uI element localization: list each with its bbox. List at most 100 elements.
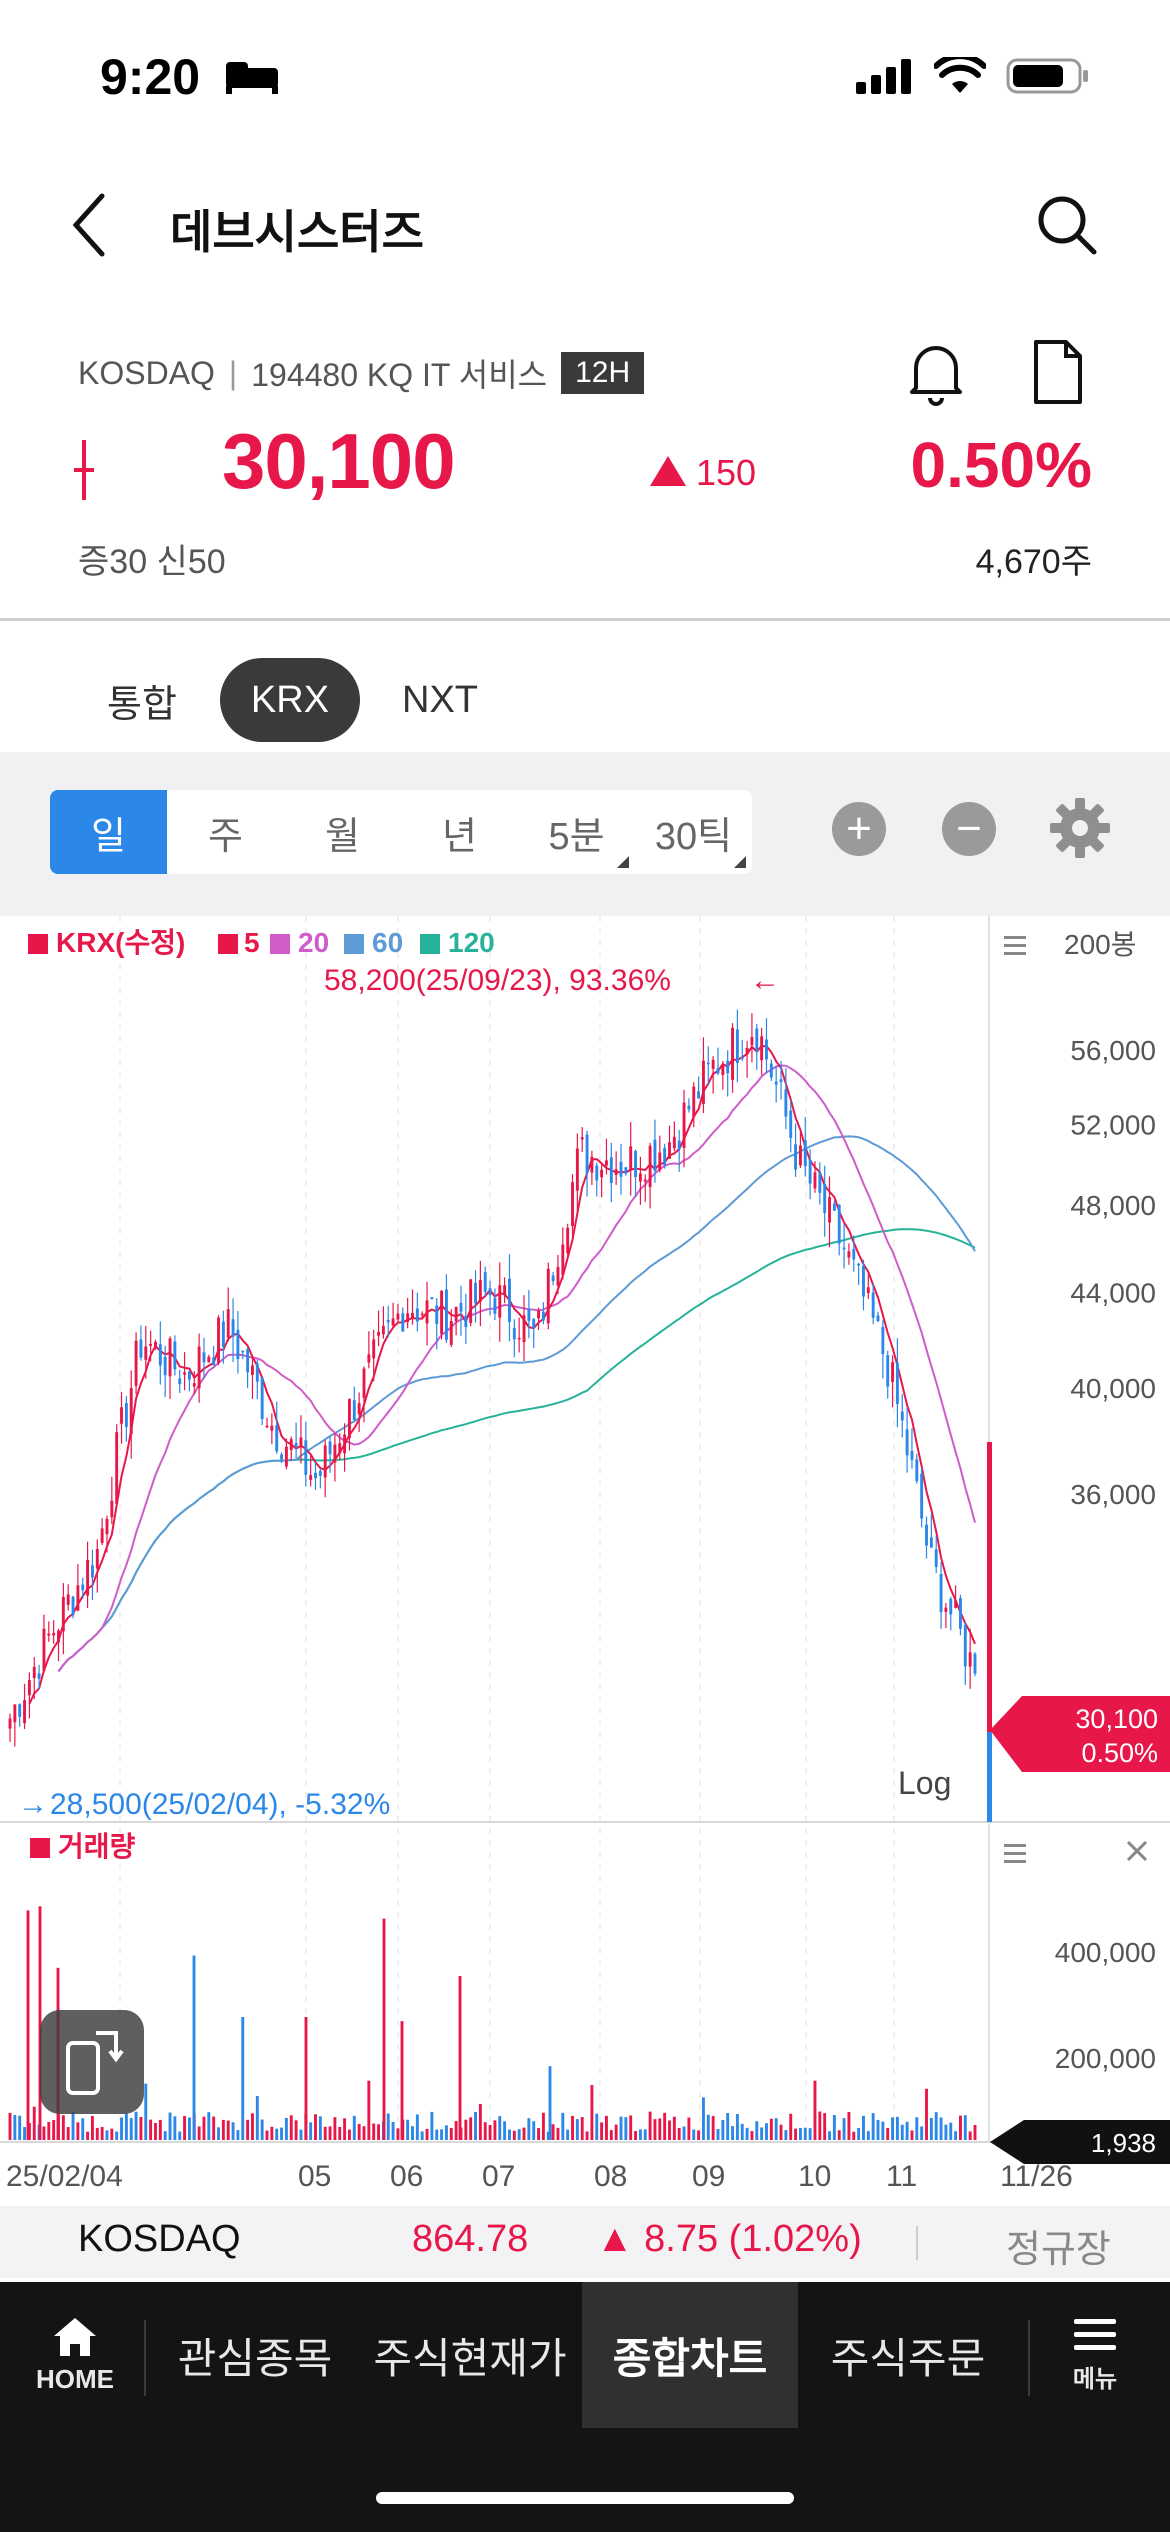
- candle-body: [828, 1197, 831, 1223]
- candle-body: [716, 1068, 720, 1074]
- low-annotation: 28,500(25/02/04), -5.32%: [50, 1788, 390, 1821]
- period-yearly[interactable]: 년: [401, 790, 518, 874]
- candle-body: [47, 1633, 51, 1636]
- nav-stock-order[interactable]: 주식주문: [830, 2334, 986, 2382]
- volume-bar: [769, 2118, 773, 2140]
- close-icon[interactable]: [1126, 1840, 1148, 1862]
- period-weekly[interactable]: 주: [167, 790, 284, 874]
- candle-body: [377, 1332, 380, 1336]
- back-button[interactable]: [60, 190, 120, 260]
- candle-body: [420, 1313, 424, 1316]
- volume-bar: [207, 2112, 211, 2140]
- candle-body: [425, 1300, 429, 1324]
- volume-bar: [226, 2120, 230, 2140]
- candle-body: [798, 1145, 802, 1166]
- volume-bar: [323, 2126, 327, 2140]
- candle-body: [459, 1302, 463, 1312]
- volume-bar: [876, 2119, 880, 2140]
- nav-watchlist[interactable]: 관심종목: [177, 2334, 333, 2382]
- period-label: 30틱: [654, 815, 733, 858]
- volume-bar: [915, 2117, 919, 2140]
- volume-bar: [905, 2121, 909, 2140]
- volume-bar: [400, 2021, 404, 2140]
- period-selector: 일 주 월 년 5분 30틱: [50, 790, 752, 874]
- candle-body: [100, 1528, 104, 1543]
- volume-bar: [508, 2129, 511, 2140]
- candle-body: [318, 1470, 322, 1476]
- tab-integrated[interactable]: 통합: [107, 683, 177, 726]
- search-button[interactable]: [1034, 192, 1100, 258]
- candle-body: [575, 1148, 579, 1191]
- volume-bar: [411, 2126, 414, 2140]
- candle-body: [255, 1363, 259, 1382]
- candle-body: [508, 1278, 511, 1322]
- legend-swatch-ma5: [218, 934, 238, 954]
- candle-body: [643, 1179, 647, 1182]
- candle-body: [803, 1140, 807, 1167]
- volume-bar: [265, 2130, 269, 2140]
- nav-composite-chart[interactable]: 종합차트: [582, 2282, 798, 2428]
- bar-count-label[interactable]: 200봉: [1064, 929, 1136, 960]
- y-tick: 36,000: [1070, 1479, 1156, 1510]
- volume-bar: [624, 2117, 628, 2140]
- nav-home[interactable]: HOME: [22, 2282, 128, 2428]
- nav-menu[interactable]: 메뉴: [1040, 2282, 1150, 2428]
- legend-swatch-krx: [28, 934, 48, 954]
- volume-menu-icon[interactable]: [1004, 1844, 1026, 1863]
- candle-body: [124, 1403, 128, 1427]
- period-daily[interactable]: 일: [50, 790, 167, 874]
- volume-bar: [328, 2126, 332, 2140]
- volume-bar: [706, 2114, 710, 2140]
- candle-body: [52, 1632, 56, 1636]
- candle-body: [115, 1432, 119, 1504]
- volume-bar: [566, 2129, 570, 2140]
- chart-settings-button[interactable]: [1048, 796, 1112, 860]
- volume-bar: [934, 2112, 938, 2140]
- volume-bar: [949, 2122, 953, 2140]
- volume-bar: [8, 2112, 12, 2140]
- candle-body: [697, 1091, 701, 1099]
- candle-body: [537, 1310, 541, 1319]
- zoom-out-button[interactable]: −: [942, 802, 996, 856]
- rotate-screen-button[interactable]: [40, 2010, 144, 2114]
- nav-stock-quote[interactable]: 주식현재가: [373, 2334, 567, 2382]
- scale-log-toggle[interactable]: Log: [898, 1765, 951, 1801]
- period-monthly[interactable]: 월: [284, 790, 401, 874]
- tab-krx[interactable]: KRX: [220, 658, 360, 742]
- candle-body: [110, 1500, 114, 1518]
- legend-swatch-volume: [30, 1838, 50, 1858]
- candle-body: [81, 1584, 85, 1591]
- volume-tick: 200,000: [1055, 2043, 1156, 2074]
- volume-bar: [760, 2127, 764, 2140]
- volume-bar: [575, 2119, 579, 2140]
- home-indicator: [376, 2492, 794, 2504]
- candle-body: [289, 1439, 293, 1451]
- x-tick: 10: [798, 2160, 831, 2193]
- hamburger-icon[interactable]: [1004, 936, 1026, 955]
- zoom-in-button[interactable]: +: [832, 802, 886, 856]
- candle-body: [706, 1062, 710, 1065]
- candle-body: [86, 1559, 90, 1596]
- stock-chart[interactable]: KRX(수정) 5 20 60 120 200봉 58,200(25/09/23…: [0, 916, 1170, 2206]
- period-tick[interactable]: 30틱: [635, 790, 752, 874]
- volume-bar: [963, 2115, 967, 2140]
- high-annotation: 58,200(25/09/23), 93.36%: [324, 964, 671, 997]
- candle-body: [454, 1307, 458, 1322]
- left-arrow-icon: ←: [750, 964, 780, 997]
- candle-body: [192, 1383, 196, 1387]
- candle-body: [178, 1378, 182, 1385]
- alert-button[interactable]: [900, 336, 972, 408]
- candle-body: [837, 1204, 841, 1244]
- candle-body: [212, 1357, 216, 1366]
- volume-bar: [270, 2126, 274, 2140]
- chart-canvas[interactable]: KRX(수정) 5 20 60 120 200봉 58,200(25/09/23…: [0, 916, 1170, 2206]
- candle-body: [682, 1102, 686, 1148]
- index-ticker-bar[interactable]: [0, 2206, 1170, 2278]
- period-minute[interactable]: 5분: [518, 790, 635, 874]
- divider: [0, 618, 1170, 621]
- volume-bar: [66, 2127, 70, 2140]
- tab-nxt[interactable]: NXT: [402, 678, 478, 721]
- document-button[interactable]: [1022, 336, 1094, 408]
- volume-bar: [488, 2125, 492, 2140]
- candle-body: [149, 1343, 153, 1346]
